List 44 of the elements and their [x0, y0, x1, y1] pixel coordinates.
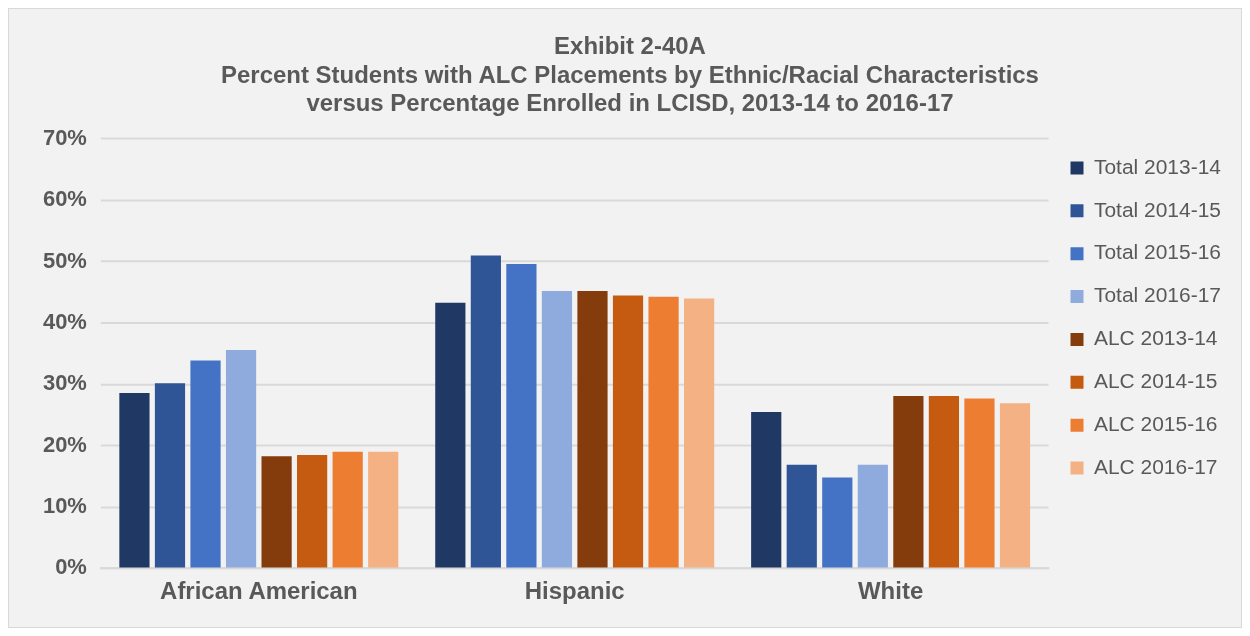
- x-tick-label: African American: [160, 577, 358, 605]
- bar: [648, 296, 679, 568]
- y-tick-label: 20%: [42, 431, 87, 457]
- bar: [612, 295, 644, 568]
- bar: [684, 298, 715, 568]
- bar: [368, 451, 399, 568]
- legend-label: Total 2016-17: [1093, 283, 1221, 307]
- x-tick-label: White: [858, 577, 924, 605]
- y-tick-label: 40%: [42, 309, 87, 335]
- y-tick-label: 10%: [42, 493, 87, 519]
- legend-label: ALC 2015-16: [1093, 411, 1218, 435]
- bar: [751, 411, 782, 568]
- bar: [541, 291, 573, 568]
- legend-label: ALC 2016-17: [1093, 454, 1218, 478]
- bar: [435, 302, 466, 568]
- bar: [822, 477, 853, 568]
- legend-label: ALC 2014-15: [1093, 369, 1218, 393]
- bar: [506, 264, 537, 568]
- bar: [928, 396, 960, 568]
- bar: [857, 464, 888, 568]
- bar: [470, 255, 501, 568]
- x-tick-label: Hispanic: [524, 577, 625, 605]
- y-tick-label: 50%: [42, 247, 87, 273]
- bar: [261, 456, 292, 568]
- legend-label: Total 2015-16: [1093, 240, 1221, 264]
- y-tick-label: 0%: [55, 554, 87, 580]
- bar: [119, 392, 150, 568]
- bar: [332, 451, 363, 568]
- legend-label: ALC 2013-14: [1093, 326, 1218, 350]
- legend-label: Total 2013-14: [1093, 154, 1222, 178]
- y-tick-label: 70%: [42, 125, 87, 151]
- bar: [297, 454, 328, 568]
- bar: [190, 360, 221, 568]
- y-tick-label: 60%: [42, 186, 87, 212]
- bar: [964, 398, 995, 568]
- bar: [999, 403, 1031, 568]
- y-tick-label: 30%: [42, 370, 87, 396]
- bar: [786, 464, 817, 568]
- bar: [577, 291, 608, 568]
- bar: [154, 383, 186, 568]
- legend-label: Total 2014-15: [1093, 197, 1221, 221]
- chart-title: Exhibit 2-40A Percent Students with ALC Placements by Ethnic/Racial Characteristics versus Percentage Enrolled in LCISD, 2013-14 to 2016-17: [221, 31, 1039, 117]
- bar: [893, 396, 924, 568]
- bar: [225, 350, 257, 568]
